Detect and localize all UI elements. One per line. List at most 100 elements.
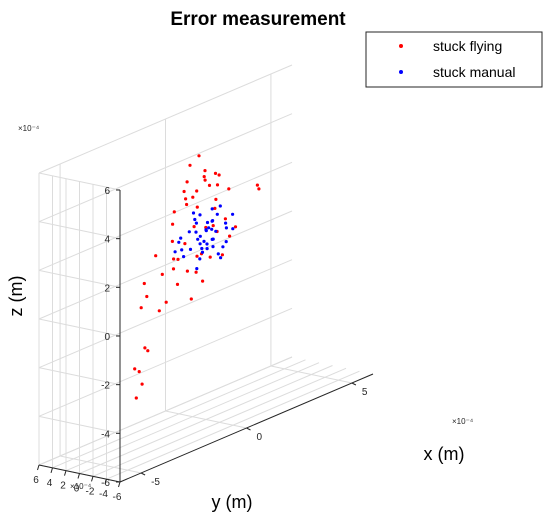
point-stuck-flying (172, 210, 176, 214)
back-wall-grid-line (38, 113, 293, 223)
point-stuck-flying (223, 217, 227, 221)
point-stuck-flying (137, 370, 141, 374)
side-wall-grid-line (38, 172, 121, 191)
back-wall-grid-line (38, 307, 293, 417)
point-stuck-flying (233, 225, 238, 229)
point-stuck-flying (133, 367, 137, 371)
point-stuck-manual (198, 242, 202, 246)
point-stuck-manual (177, 240, 181, 244)
y-tick-mark (118, 481, 121, 488)
point-stuck-manual (173, 250, 177, 254)
point-stuck-manual (198, 234, 202, 238)
data-points (133, 154, 261, 400)
legend-marker-stuck-manual (399, 70, 403, 74)
z-tick-label: -2 (101, 381, 110, 392)
y-tick-label: 4 (47, 478, 53, 489)
y-tick-label: -2 (86, 486, 95, 497)
point-stuck-manual (210, 227, 214, 231)
floor-grid-line (106, 370, 360, 480)
point-stuck-flying (192, 225, 196, 229)
legend-label-stuck-flying: stuck flying (433, 38, 502, 54)
side-wall-grid-line (38, 221, 121, 240)
point-stuck-flying (255, 183, 259, 187)
point-stuck-manual (188, 247, 193, 251)
point-stuck-manual (221, 245, 225, 249)
point-stuck-manual (224, 221, 228, 225)
x-tick-label: 5 (362, 387, 368, 398)
legend-marker-stuck-flying (399, 44, 403, 48)
point-stuck-manual (205, 247, 209, 251)
x-tick-mark (351, 382, 357, 386)
point-stuck-manual (187, 230, 191, 234)
floor-grid-line (79, 365, 333, 474)
point-stuck-flying (143, 346, 147, 350)
point-stuck-flying (195, 254, 199, 258)
point-stuck-manual (216, 252, 220, 256)
point-stuck-flying (140, 382, 144, 386)
point-stuck-manual (198, 213, 202, 217)
point-stuck-manual (231, 227, 235, 231)
point-stuck-manual (202, 239, 206, 243)
point-stuck-flying (160, 272, 164, 276)
x-tick-mark (246, 427, 251, 431)
point-stuck-manual (224, 226, 228, 230)
point-stuck-manual (193, 217, 197, 222)
point-stuck-manual (200, 250, 205, 254)
side-wall-grid-line (38, 318, 121, 337)
point-stuck-flying (214, 197, 218, 201)
y-tick-label: 6 (33, 475, 39, 486)
point-stuck-manual (211, 219, 215, 223)
y-tick-label: 2 (60, 481, 66, 492)
z-axis-label: z (m) (6, 276, 26, 317)
point-stuck-manual (215, 212, 219, 216)
point-stuck-flying (164, 300, 168, 304)
x-tick-label: -5 (151, 477, 160, 488)
point-stuck-flying (189, 297, 193, 301)
point-stuck-flying (207, 183, 212, 187)
floor-grid-line (92, 367, 347, 477)
point-stuck-flying (154, 254, 158, 258)
z-tick-label: 6 (104, 186, 110, 197)
x-axis-label: x (m) (424, 444, 465, 464)
z-tick-label: 2 (104, 283, 110, 294)
point-stuck-flying (195, 189, 199, 193)
point-stuck-manual (182, 255, 186, 259)
point-stuck-manual (224, 240, 228, 244)
point-stuck-flying (220, 253, 224, 257)
z-tick-label: -4 (101, 429, 110, 440)
point-stuck-flying (182, 189, 186, 194)
floor-grid-line (65, 362, 320, 472)
x-tick-mark (140, 472, 146, 476)
point-stuck-manual (195, 267, 199, 271)
side-wall-grid-line (38, 269, 121, 288)
floor-grid-line (52, 359, 306, 469)
point-stuck-flying (217, 173, 221, 177)
point-stuck-flying (188, 163, 192, 167)
point-stuck-flying (157, 309, 161, 313)
point-stuck-manual (231, 212, 235, 216)
point-stuck-manual (214, 229, 218, 233)
point-stuck-manual (191, 211, 196, 215)
legend-label-stuck-manual: stuck manual (433, 64, 515, 80)
point-stuck-flying (215, 183, 220, 187)
y-tick-mark (64, 470, 67, 476)
chart-title: Error measurement (170, 9, 346, 30)
y-tick-label: -4 (99, 489, 108, 500)
z-tick-label: -6 (101, 478, 110, 489)
x-tick-label: 0 (257, 432, 263, 443)
y-tick-mark (91, 476, 94, 482)
point-stuck-manual (218, 204, 222, 208)
point-stuck-flying (183, 242, 187, 246)
point-stuck-flying (134, 396, 138, 400)
back-wall-grid-line (38, 64, 293, 174)
z-tick-label: 0 (104, 332, 110, 343)
point-stuck-flying (185, 269, 189, 273)
point-stuck-manual (210, 207, 214, 211)
point-stuck-flying (145, 294, 149, 299)
side-wall-grid-line (38, 367, 121, 386)
back-wall-grid-line (38, 161, 293, 271)
point-stuck-manual (205, 242, 209, 246)
point-stuck-manual (200, 246, 204, 251)
